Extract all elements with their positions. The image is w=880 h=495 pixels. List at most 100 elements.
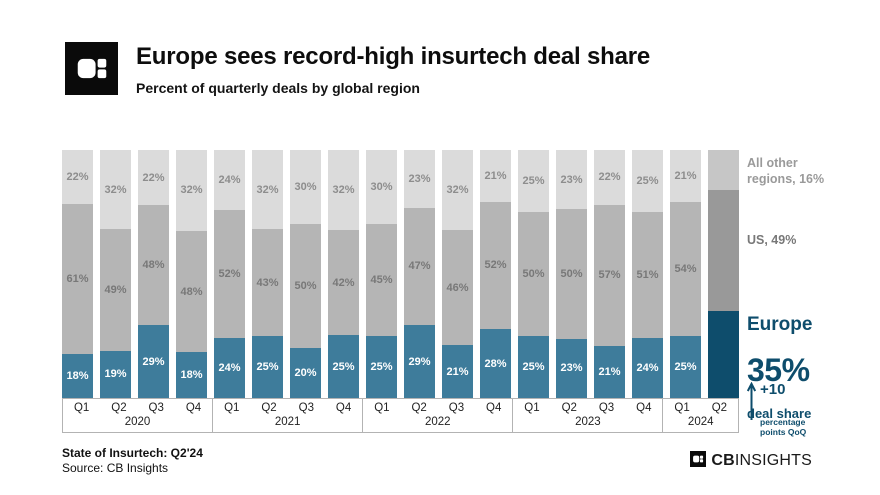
value-label: 19% — [104, 368, 127, 381]
quarter-label: Q4 — [636, 402, 652, 414]
segment-europe: 24% — [632, 338, 663, 398]
segment-all-other-regions: 30% — [290, 150, 321, 225]
segment-us: 50% — [518, 212, 549, 336]
segment-all-other-regions: 23% — [556, 150, 587, 210]
page-title: Europe sees record-high insurtech deal s… — [136, 43, 651, 70]
value-label: 25% — [370, 360, 393, 373]
quarter-label: Q2 — [411, 402, 427, 414]
quarter-label: Q2 — [561, 402, 577, 414]
value-label: 43% — [256, 276, 279, 289]
wordmark-cb: CB — [711, 452, 735, 470]
value-label: 54% — [674, 263, 697, 276]
quarter-row: Q1 Q2 Q3 Q4 — [63, 399, 212, 414]
value-label: 21% — [446, 365, 469, 378]
value-label: 32% — [180, 184, 203, 197]
wordmark-insights: INSIGHTS — [734, 452, 812, 470]
value-label: 22% — [142, 171, 165, 184]
value-label: 30% — [370, 181, 393, 194]
value-label: 21% — [674, 170, 697, 183]
segment-europe: 25% — [252, 335, 283, 398]
bar: 21% 54% 25% — [670, 150, 701, 398]
segment-europe: 21% — [442, 345, 473, 398]
value-label: 22% — [66, 171, 89, 183]
quarter-row: Q1 Q2 — [663, 399, 738, 414]
year-label: 2022 — [424, 416, 451, 428]
segment-all-other-regions: 22% — [62, 150, 93, 205]
quarter-label: Q3 — [448, 402, 465, 414]
segment-us: 50% — [556, 209, 587, 339]
value-label: 22% — [598, 171, 621, 184]
segment-europe: 20% — [290, 348, 321, 398]
quarter-row: Q1 Q2 Q3 Q4 — [213, 399, 362, 414]
segment-us: 48% — [138, 205, 169, 326]
europe-label: Europe — [747, 314, 813, 335]
value-label: 24% — [218, 173, 241, 186]
quarter-label: Q1 — [224, 402, 240, 414]
segment-us: 57% — [594, 204, 625, 346]
quarter-label: Q3 — [598, 402, 615, 414]
value-label: 52% — [484, 259, 507, 272]
quarter-row: Q1 Q2 Q3 Q4 — [513, 399, 662, 414]
wordmark-text: CBINSIGHTS — [711, 452, 812, 470]
bar: 24% 52% 24% — [214, 150, 245, 398]
value-label: 29% — [408, 355, 431, 368]
bars-container: 22% 61% 18% 32% 49% 19% 22% 48% 29% 32% 48% 18% 24% 5… — [62, 150, 739, 398]
bar: 23% 50% 23% — [556, 150, 587, 398]
segment-all-other-regions: 32% — [328, 150, 359, 231]
value-label: 18% — [66, 369, 89, 382]
value-label: 47% — [408, 260, 431, 273]
value-label: 25% — [522, 175, 545, 187]
segment-us — [708, 189, 739, 312]
value-label: 61% — [66, 272, 89, 285]
value-label: 25% — [256, 360, 279, 373]
x-axis: Q1 Q2 Q3 Q4 2020 Q1 Q2 Q3 Q4 2021 Q1 Q2 Q3 Q4 2022 Q1 Q2… — [62, 398, 739, 433]
segment-europe: 21% — [594, 345, 625, 398]
bar: 22% 61% 18% — [62, 150, 93, 398]
value-label: 18% — [180, 369, 203, 382]
segment-europe: 24% — [214, 338, 245, 398]
segment-all-other-regions: 32% — [442, 150, 473, 231]
bar: 32% 42% 25% — [328, 150, 359, 398]
axis-group-2020: Q1 Q2 Q3 Q4 2020 — [63, 399, 214, 432]
legend-annotations: All other regions, 16% US, 49% Europe 35… — [739, 150, 872, 437]
value-label: 52% — [218, 267, 241, 280]
value-label: 29% — [142, 355, 165, 368]
value-label: 20% — [294, 367, 317, 380]
value-label: 57% — [598, 269, 621, 282]
value-label: 32% — [446, 184, 469, 197]
bar: 30% 50% 20% — [290, 150, 321, 398]
qoq-text: +10 percentage points QoQ — [760, 364, 806, 455]
qoq-delta: +10 — [760, 381, 786, 398]
segment-all-other-regions: 22% — [594, 150, 625, 205]
bar: 21% 52% 28% — [480, 150, 511, 398]
axis-group-2024: Q1 Q2 2024 — [663, 399, 738, 432]
value-label: 23% — [408, 172, 431, 185]
segment-us: 52% — [214, 209, 245, 339]
quarter-label: Q3 — [148, 402, 164, 414]
value-label: 45% — [370, 274, 393, 287]
segment-us: 54% — [670, 202, 701, 336]
quarter-label: Q4 — [335, 402, 352, 414]
segment-all-other-regions: 32% — [176, 150, 207, 231]
value-label: 30% — [294, 181, 317, 194]
year-label: 2021 — [274, 416, 301, 428]
segment-us: 46% — [442, 230, 473, 346]
segment-europe: 18% — [62, 353, 93, 398]
value-label: 32% — [332, 184, 355, 197]
segment-us: 43% — [252, 229, 283, 336]
segment-europe: 25% — [670, 335, 701, 398]
segment-all-other-regions: 23% — [404, 150, 435, 208]
bar: 25% 50% 25% — [518, 150, 549, 398]
segment-all-other-regions: 24% — [214, 150, 245, 210]
year-label: 2023 — [575, 416, 601, 428]
bar — [708, 150, 739, 398]
segment-all-other-regions: 32% — [100, 150, 131, 230]
bar: 30% 45% 25% — [366, 150, 397, 398]
quarter-label: Q1 — [374, 402, 390, 414]
value-label: 23% — [560, 362, 583, 375]
value-label: 48% — [180, 285, 203, 298]
segment-europe: 29% — [138, 325, 169, 398]
chart-column: 22% 61% 18% 32% 49% 19% 22% 48% 29% 32% 48% 18% 24% 5… — [62, 150, 739, 433]
quarter-label: Q4 — [486, 402, 502, 414]
footer: State of Insurtech: Q2'24 Source: CB Ins… — [0, 446, 880, 477]
